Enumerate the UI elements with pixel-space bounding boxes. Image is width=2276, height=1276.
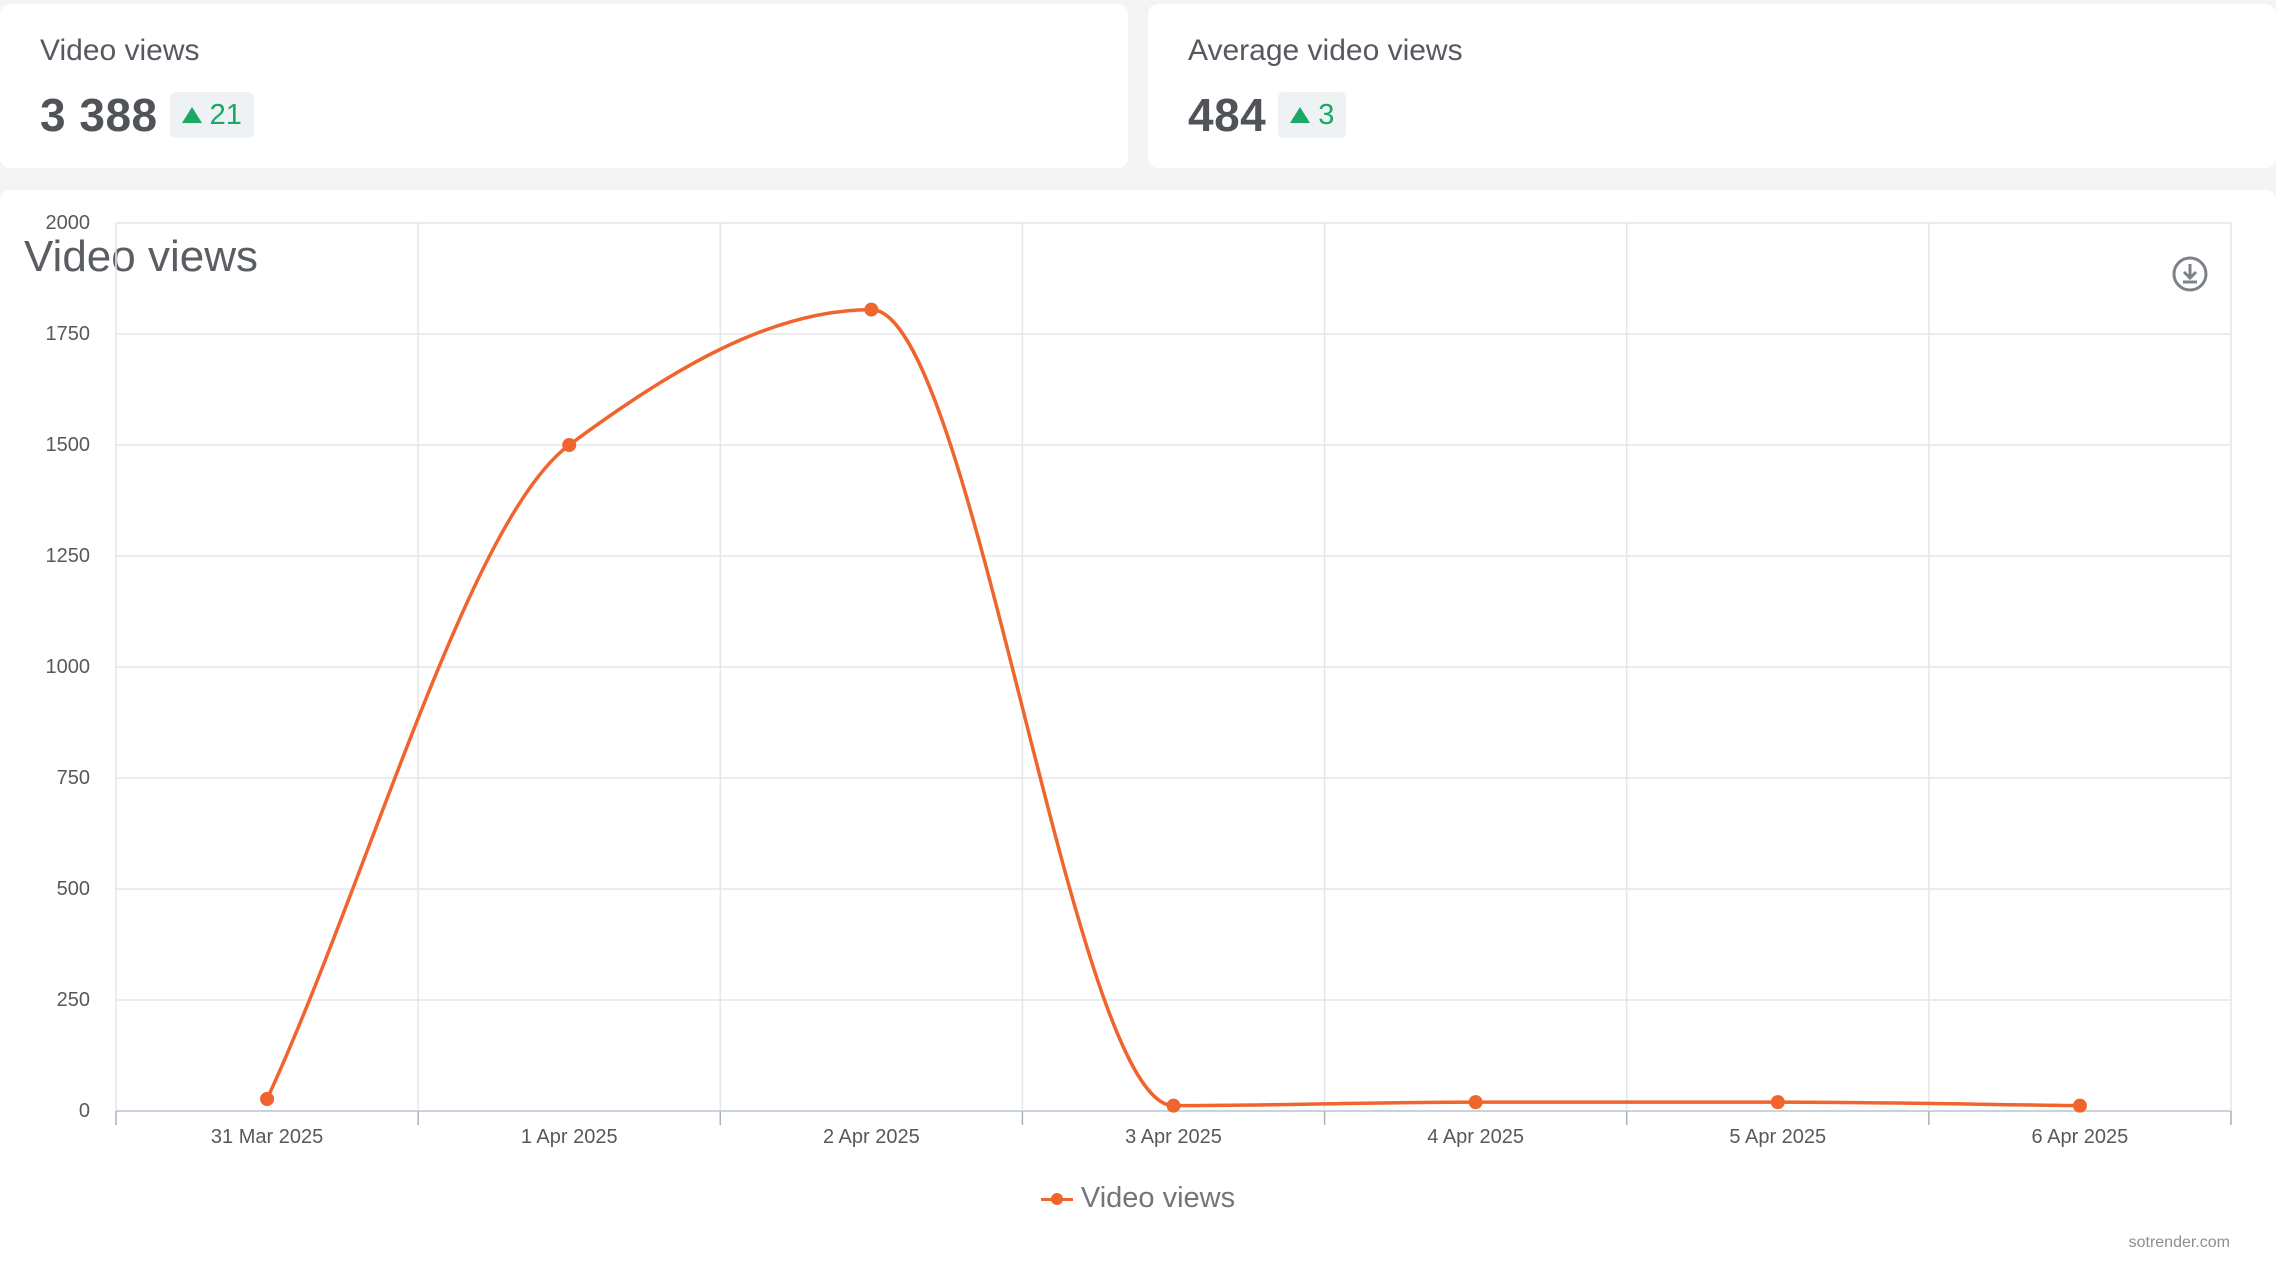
kpi-title: Video views xyxy=(40,34,200,67)
triangle-up-icon xyxy=(1290,107,1311,123)
legend-swatch xyxy=(1040,1192,1073,1206)
line-chart: 0 250 500 750 1000 1250 1500 1750 2000 31 Mar 202… xyxy=(46,212,2232,1148)
legend-label: Video views xyxy=(1080,1182,1236,1214)
kpi-card-average-video-views: Average video views 484 3 xyxy=(1148,4,2276,168)
chart-title: Video views xyxy=(24,232,258,281)
x-tick-label: 3 Apr 2025 xyxy=(1125,1126,1222,1148)
chart-card: Video views 0 250 500 750 1000 1250 1500 1750 20… xyxy=(0,190,2276,1276)
kpi-value: 3 388 xyxy=(40,89,158,141)
y-tick-label: 750 xyxy=(57,767,90,789)
x-tick-label: 5 Apr 2025 xyxy=(1729,1126,1826,1148)
kpi-value-row: 484 3 xyxy=(1188,88,1347,142)
data-point xyxy=(2072,1098,2087,1113)
y-tick-label: 500 xyxy=(57,878,90,900)
kpi-title: Average video views xyxy=(1188,34,1463,67)
x-tick-label: 4 Apr 2025 xyxy=(1427,1126,1524,1148)
y-tick-label: 1500 xyxy=(46,434,91,456)
download-button[interactable] xyxy=(2170,254,2210,294)
data-point xyxy=(260,1092,275,1107)
y-tick-label: 1250 xyxy=(46,545,91,567)
x-tick-label: 1 Apr 2025 xyxy=(521,1126,618,1148)
x-tick-label: 31 Mar 2025 xyxy=(211,1126,323,1148)
data-point xyxy=(1166,1098,1181,1113)
y-tick-label: 250 xyxy=(57,989,90,1011)
kpi-delta-badge: 3 xyxy=(1278,92,1347,138)
triangle-up-icon xyxy=(181,107,202,123)
series-line xyxy=(265,307,2080,1108)
data-point xyxy=(864,302,879,317)
kpi-delta-badge: 21 xyxy=(169,92,254,138)
kpi-delta-value: 21 xyxy=(209,98,242,131)
x-tick-label: 2 Apr 2025 xyxy=(823,1126,920,1148)
watermark: sotrender.com xyxy=(2128,1234,2230,1251)
data-point xyxy=(1468,1095,1483,1110)
x-tick-label: 6 Apr 2025 xyxy=(2032,1126,2129,1148)
download-circle-icon xyxy=(2172,256,2208,292)
y-tick-label: 1000 xyxy=(46,656,91,678)
kpi-delta-value: 3 xyxy=(1318,98,1335,131)
y-tick-label: 0 xyxy=(79,1100,90,1122)
kpi-card-video-views: Video views 3 388 21 xyxy=(0,4,1128,168)
data-point xyxy=(562,438,577,452)
y-tick-label: 2000 xyxy=(46,212,91,234)
chart-legend[interactable]: Video views xyxy=(0,1182,2276,1215)
data-point xyxy=(1770,1095,1785,1110)
y-tick-label: 1750 xyxy=(46,323,91,345)
kpi-value: 484 xyxy=(1188,89,1267,141)
kpi-value-row: 3 388 21 xyxy=(40,88,254,142)
